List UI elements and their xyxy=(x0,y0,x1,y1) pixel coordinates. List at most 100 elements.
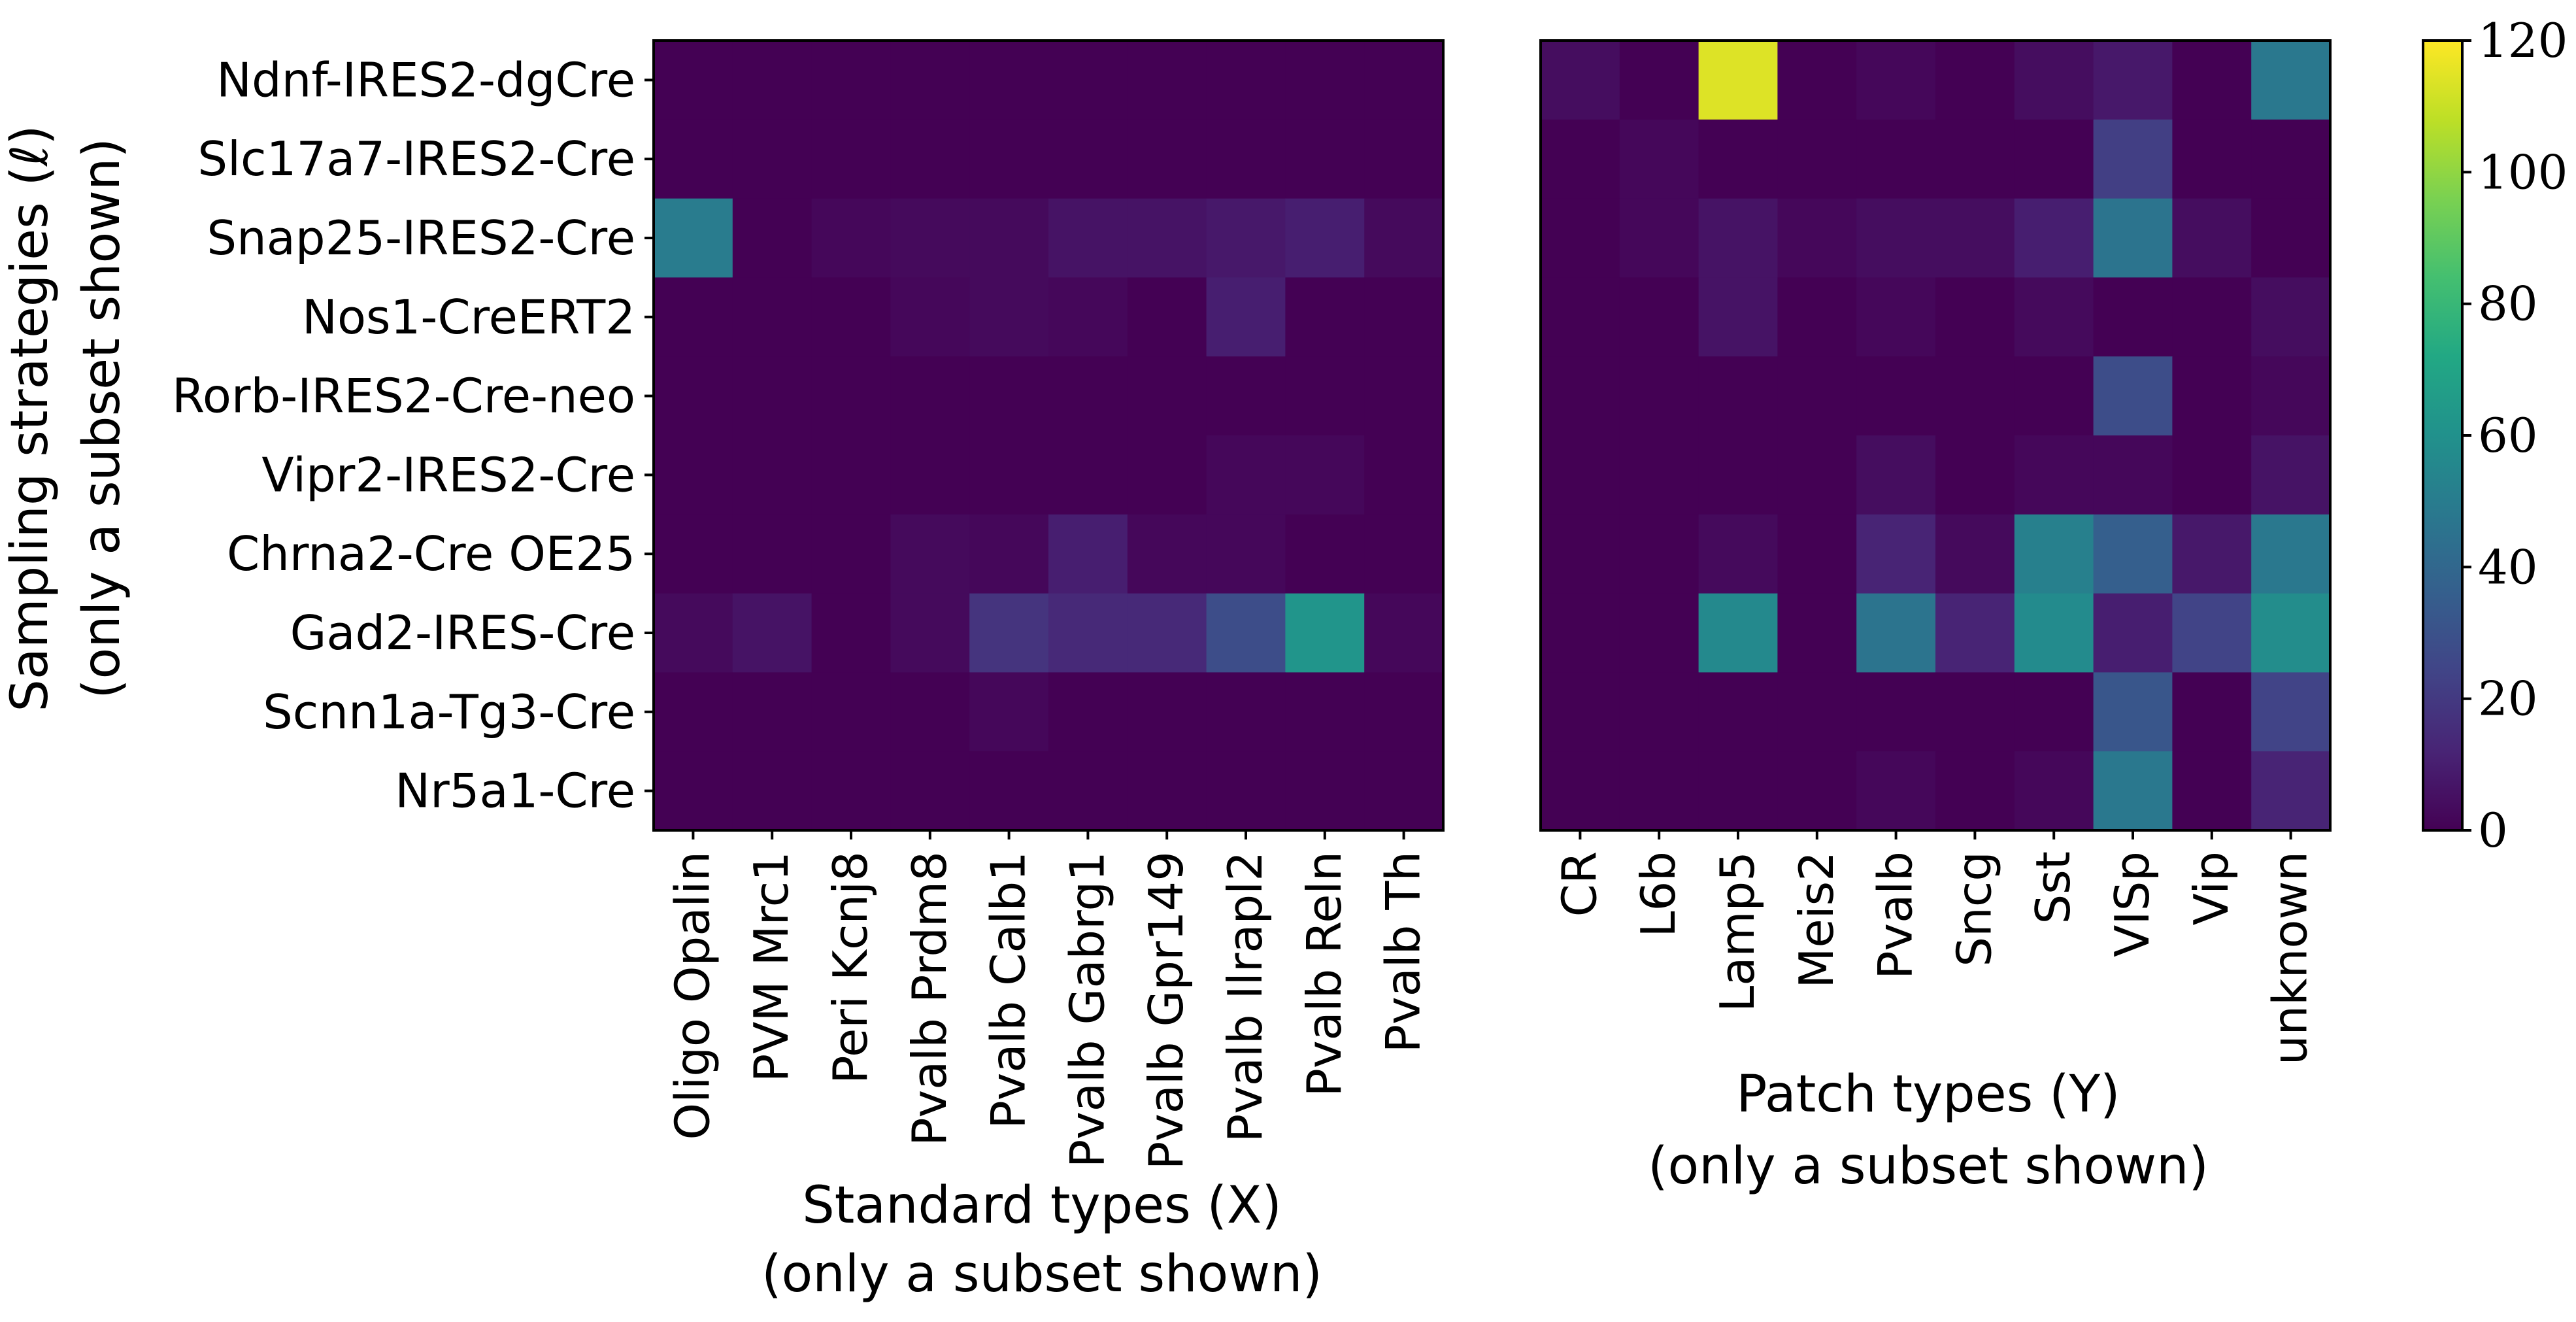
heatmap-cell xyxy=(1619,119,1699,199)
heatmap-cell xyxy=(2093,41,2173,120)
heatmap-cell xyxy=(811,119,891,199)
heatmap-cell xyxy=(890,514,970,594)
heatmap-cell xyxy=(811,514,891,594)
panel-frame xyxy=(1539,39,2332,832)
heatmap-cell xyxy=(2014,41,2094,120)
heatmap-cell xyxy=(2251,672,2331,752)
heatmap-cell xyxy=(1127,672,1207,752)
y-tick-label: Chrna2-Cre OE25 xyxy=(227,526,635,581)
heatmap-cell xyxy=(1048,356,1128,436)
heatmap-cell xyxy=(1048,198,1128,278)
heatmap-cell xyxy=(654,198,733,278)
heatmap-cell xyxy=(969,435,1049,515)
heatmap-cell xyxy=(1856,198,1936,278)
heatmap-cell xyxy=(811,593,891,673)
heatmap-cell xyxy=(2172,593,2252,673)
heatmap-cell xyxy=(969,593,1049,673)
heatmap-cell xyxy=(890,119,970,199)
colorbar-tick-label: 120 xyxy=(2478,13,2568,68)
heatmap-cell xyxy=(732,198,812,278)
heatmap-cell xyxy=(1206,119,1286,199)
heatmap-cell xyxy=(732,593,812,673)
x-tick-label: L6b xyxy=(1631,851,1686,938)
heatmap-cell xyxy=(2014,119,2094,199)
heatmap-cell xyxy=(1364,119,1444,199)
heatmap-cell xyxy=(1127,593,1207,673)
heatmap-cell xyxy=(1541,593,1620,673)
heatmap-cell xyxy=(890,277,970,357)
x-tick-label: Sncg xyxy=(1947,851,2001,967)
heatmap-cell xyxy=(811,672,891,752)
heatmap-cell xyxy=(1619,593,1699,673)
heatmap-cell xyxy=(1619,435,1699,515)
heatmap-cell xyxy=(1285,277,1365,357)
x-tick-label: VISp xyxy=(2105,851,2160,957)
x-tick-label: Vip xyxy=(2184,851,2239,925)
x-tick-label: Lamp5 xyxy=(1710,851,1765,1012)
y-tick-label: Slc17a7-IRES2-Cre xyxy=(197,131,635,186)
heatmap-cell xyxy=(1127,277,1207,357)
heatmap-cell xyxy=(1541,435,1620,515)
heatmap-cell xyxy=(1935,751,2015,831)
heatmap-cell xyxy=(654,356,733,436)
y-tick-label: Vipr2-IRES2-Cre xyxy=(261,447,635,502)
heatmap-cell xyxy=(1856,672,1936,752)
heatmap-cell xyxy=(1619,356,1699,436)
heatmap-cell xyxy=(2014,356,2094,436)
heatmap-cell xyxy=(1619,41,1699,120)
heatmap-cell xyxy=(1777,41,1857,120)
heatmap-cell xyxy=(890,435,970,515)
heatmap-cell xyxy=(1777,198,1857,278)
heatmap-cell xyxy=(1541,277,1620,357)
x-tick-label: Oligo Opalin xyxy=(665,851,720,1140)
heatmap-cell xyxy=(1619,751,1699,831)
y-axis-title-line2: (only a subset shown) xyxy=(73,138,131,699)
heatmap-cell xyxy=(1127,435,1207,515)
heatmap-cell xyxy=(732,751,812,831)
heatmap-cell xyxy=(1206,198,1286,278)
heatmap-cell xyxy=(1048,277,1128,357)
heatmap-cell xyxy=(890,672,970,752)
heatmap-cell xyxy=(2172,198,2252,278)
heatmap-cell xyxy=(1127,356,1207,436)
heatmap-cell xyxy=(1285,593,1365,673)
heatmap-cell xyxy=(1698,277,1778,357)
heatmap-cell xyxy=(1206,41,1286,120)
heatmap-cell xyxy=(2172,672,2252,752)
heatmap-cell xyxy=(2172,41,2252,120)
standard-types-heatmap: Oligo Opalin PVM Mrc1 Peri Kcnj8 Pvalb Prdm… xyxy=(652,39,1445,1170)
heatmap-cell xyxy=(1698,593,1778,673)
colorbar-tick-label: 0 xyxy=(2478,803,2508,858)
heatmap-cell xyxy=(969,277,1049,357)
heatmap-cell xyxy=(1935,277,2015,357)
y-tick-label: Ndnf-IRES2-dgCre xyxy=(216,52,635,107)
heatmap-cell xyxy=(1127,198,1207,278)
heatmap-cell xyxy=(2251,41,2331,120)
heatmap-cell xyxy=(2251,198,2331,278)
x-tick-label: Pvalb Prdm8 xyxy=(902,851,957,1146)
heatmap-cell xyxy=(2014,198,2094,278)
heatmap-cell xyxy=(1698,356,1778,436)
heatmap-cell xyxy=(2251,514,2331,594)
x-tick-label: Pvalb Gpr149 xyxy=(1139,851,1194,1170)
heatmap-cell xyxy=(1698,435,1778,515)
heatmap-cell xyxy=(1364,593,1444,673)
x-tick-label: Pvalb Calb1 xyxy=(981,851,1036,1129)
colorbar-tick-label: 40 xyxy=(2478,539,2538,594)
heatmap-cell xyxy=(1127,119,1207,199)
heatmap-cell xyxy=(2014,593,2094,673)
heatmap-cell xyxy=(1048,672,1128,752)
heatmap-cell xyxy=(1048,751,1128,831)
patch-types-heatmap: CR L6b Lamp5 Meis2 Pvalb Sncg Sst VISp Vip unknow… xyxy=(1539,39,2332,1065)
heatmap-cell xyxy=(2172,119,2252,199)
heatmap-cell xyxy=(654,119,733,199)
heatmap-cell xyxy=(2172,514,2252,594)
heatmap-cell xyxy=(1206,672,1286,752)
heatmap-cell xyxy=(2093,514,2173,594)
x-tick-label: Peri Kcnj8 xyxy=(823,851,878,1084)
heatmap-cell xyxy=(1541,41,1620,120)
heatmap-cell xyxy=(2014,751,2094,831)
heatmap-cell xyxy=(1364,41,1444,120)
heatmap-cell xyxy=(969,119,1049,199)
